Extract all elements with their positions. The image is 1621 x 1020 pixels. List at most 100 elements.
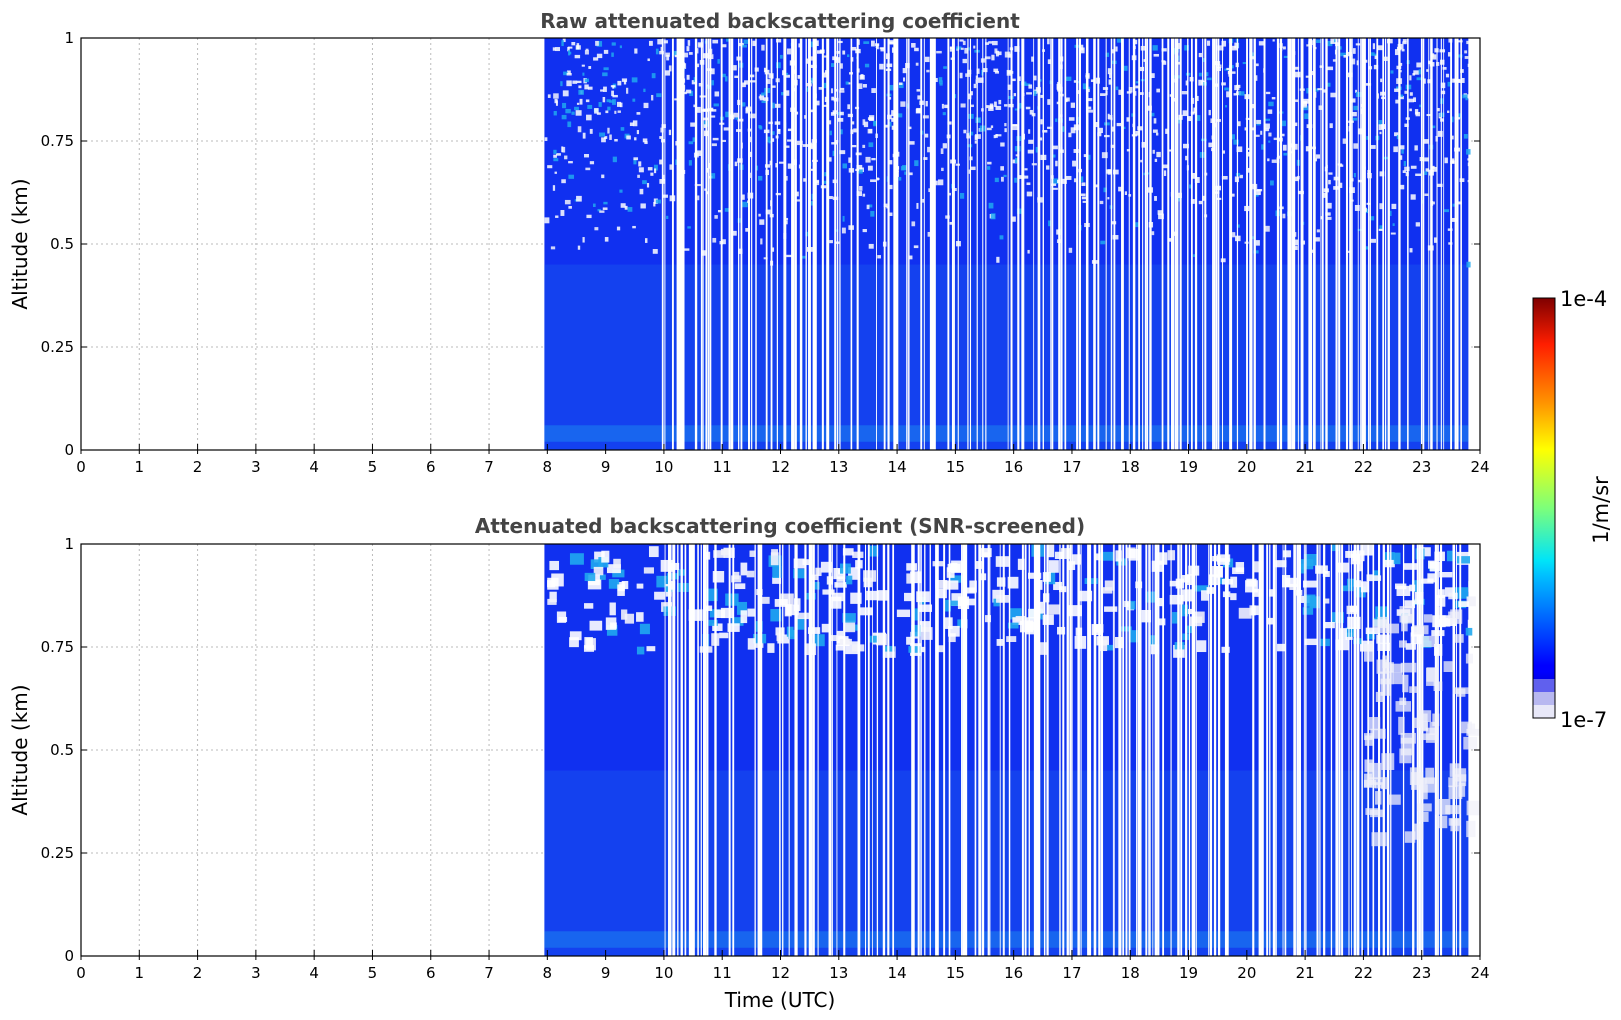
missing-profile [1273, 544, 1276, 956]
noise-cell [1323, 192, 1327, 198]
missing-profile [1351, 38, 1353, 450]
noise-cell [903, 77, 906, 82]
noise-cell [1267, 109, 1273, 114]
noise-cell [1356, 560, 1363, 572]
y-tick-label: 0 [64, 947, 74, 965]
noise-cell [1256, 189, 1263, 192]
noise-cell [612, 156, 617, 163]
noise-cell [1404, 123, 1409, 128]
missing-profile [1138, 38, 1140, 450]
missing-profile [809, 38, 811, 450]
missing-profile [758, 544, 761, 956]
noise-cell [714, 91, 720, 97]
noise-cell [1244, 127, 1247, 131]
noise-cell [796, 191, 799, 197]
noise-cell [1351, 98, 1356, 103]
noise-cell [760, 238, 763, 245]
missing-profile [892, 544, 895, 956]
noise-cell [993, 134, 996, 139]
noise-cell [1437, 130, 1443, 137]
noise-cell [608, 100, 614, 103]
noise-cell [994, 70, 999, 74]
noise-cell [868, 545, 879, 557]
x-tick-label: 2 [193, 458, 203, 476]
noise-cell [696, 63, 700, 68]
noise-cell [574, 106, 579, 111]
noise-cell [601, 174, 605, 179]
noise-cell [1116, 38, 1122, 43]
missing-profile [1439, 544, 1443, 956]
noise-cell [623, 80, 627, 85]
noise-cell [924, 133, 929, 138]
noise-cell [1000, 166, 1004, 171]
noise-cell [834, 140, 839, 143]
noise-cell [880, 47, 885, 52]
noise-cell [1456, 54, 1463, 58]
noise-cell [763, 257, 768, 260]
noise-cell [1185, 625, 1193, 634]
noise-cell [1271, 159, 1277, 163]
noise-cell [1118, 626, 1132, 632]
missing-profile [1062, 544, 1065, 956]
noise-cell [1305, 75, 1310, 78]
noise-cell [991, 54, 995, 61]
noise-cell [1035, 146, 1038, 153]
screened-cell [1445, 805, 1461, 815]
noise-cell [933, 77, 938, 83]
screened-cell [1364, 773, 1372, 787]
noise-cell [910, 571, 922, 584]
noise-cell [1139, 92, 1144, 95]
noise-cell [1109, 73, 1112, 79]
x-tick-label: 9 [601, 964, 611, 982]
noise-cell [1115, 86, 1119, 91]
noise-cell [1236, 84, 1241, 88]
noise-cell [717, 209, 722, 213]
noise-cell [990, 213, 996, 220]
noise-cell [1311, 249, 1314, 253]
colorbar-low-swatch [1533, 705, 1555, 718]
x-tick-label: 3 [251, 964, 261, 982]
noise-cell [988, 41, 993, 44]
noise-cell [785, 90, 790, 96]
missing-profile [1436, 38, 1438, 450]
noise-cell [973, 45, 976, 49]
noise-cell [866, 204, 870, 210]
missing-profile [920, 544, 922, 956]
noise-cell [1404, 600, 1416, 609]
noise-cell [1112, 169, 1119, 175]
noise-cell [731, 617, 744, 626]
noise-cell [1208, 574, 1219, 586]
noise-cell [1418, 69, 1422, 75]
noise-cell [803, 178, 807, 182]
noise-cell [560, 81, 563, 87]
noise-cell [1265, 128, 1270, 132]
noise-cell [742, 82, 746, 88]
noise-cell [949, 221, 953, 225]
noise-cell [1149, 112, 1155, 117]
noise-cell [950, 575, 964, 583]
noise-cell [1061, 126, 1065, 132]
missing-profile [1305, 544, 1307, 956]
noise-cell [744, 80, 750, 85]
missing-profile [1213, 38, 1216, 450]
noise-cell [719, 632, 729, 639]
noise-cell [889, 160, 893, 165]
noise-cell [1373, 53, 1378, 57]
noise-cell [821, 623, 830, 633]
noise-cell [566, 73, 572, 76]
missing-profile [1300, 38, 1303, 450]
missing-profile [929, 544, 931, 956]
noise-cell [771, 138, 775, 142]
noise-cell [916, 202, 919, 209]
missing-profile [836, 38, 839, 450]
noise-cell [1351, 58, 1356, 65]
missing-profile [883, 544, 885, 956]
missing-profile [1194, 38, 1198, 450]
missing-profile [732, 38, 734, 450]
missing-profile [1208, 544, 1210, 956]
noise-cell [1054, 551, 1063, 559]
missing-profile [1059, 544, 1061, 956]
noise-cell [775, 192, 781, 196]
noise-cell [1232, 232, 1236, 238]
noise-cell [924, 56, 930, 63]
